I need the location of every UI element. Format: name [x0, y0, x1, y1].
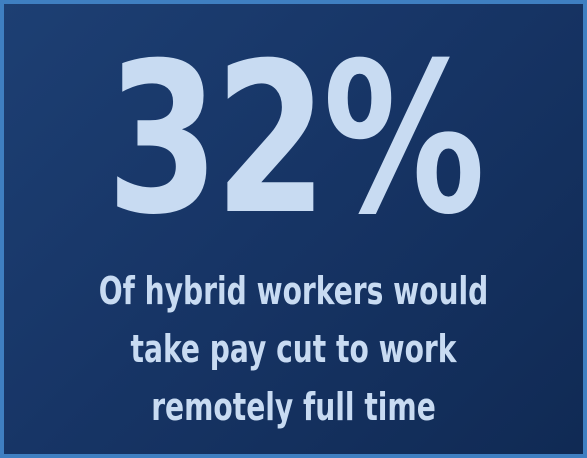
caption-line-3: remotely full time	[151, 385, 436, 429]
stat-value: 32%	[106, 19, 485, 261]
caption-line-1: Of hybrid workers would	[98, 269, 489, 313]
stat-caption: Of hybrid workers would take pay cut to …	[79, 262, 507, 436]
caption-line-2: take pay cut to work	[130, 327, 457, 371]
